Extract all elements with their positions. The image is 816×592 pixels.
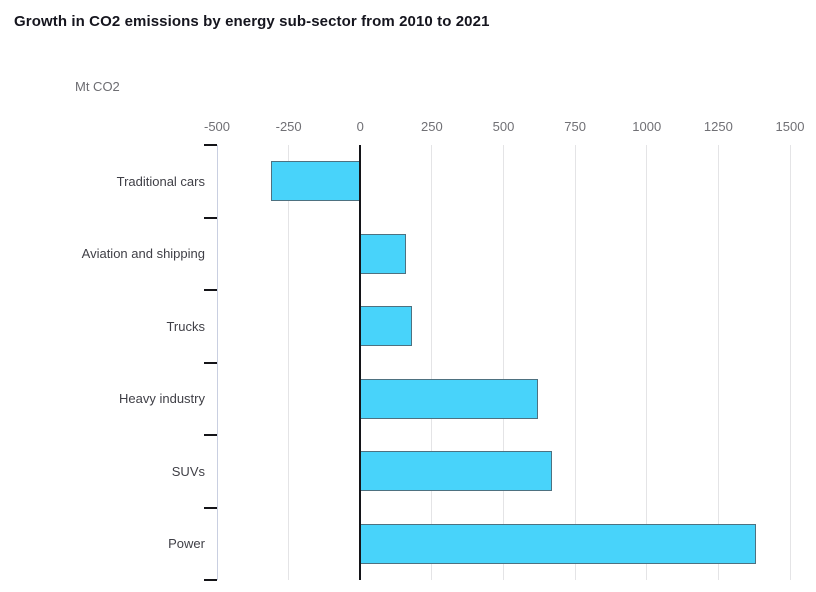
axis-boundary-tick bbox=[204, 289, 217, 291]
x-gridline bbox=[431, 145, 433, 580]
category-label: Heavy industry bbox=[119, 391, 205, 407]
category-label: Traditional cars bbox=[116, 173, 205, 189]
category-label: SUVs bbox=[171, 463, 205, 479]
x-tick-label: -250 bbox=[275, 119, 302, 134]
axis-boundary-tick bbox=[204, 579, 217, 581]
x-gridline bbox=[503, 145, 504, 580]
bar-power bbox=[360, 523, 756, 564]
bar-suvs bbox=[360, 451, 553, 492]
axis-boundary-tick bbox=[204, 361, 217, 364]
axis-boundary-tick bbox=[204, 506, 217, 509]
x-tick-label: 1000 bbox=[632, 119, 662, 134]
x-gridline bbox=[646, 145, 648, 580]
bar-aviation-and-shipping bbox=[360, 233, 407, 274]
x-tick-label: 500 bbox=[492, 119, 515, 134]
bar-trucks bbox=[360, 306, 412, 347]
y-axis-line bbox=[216, 145, 218, 580]
x-gridline bbox=[717, 145, 719, 580]
x-gridline bbox=[288, 145, 290, 580]
bar-chart-plot bbox=[204, 144, 791, 581]
axis-unit-label: Mt CO2 bbox=[75, 79, 120, 94]
x-gridline bbox=[789, 145, 791, 580]
chart-title: Growth in CO2 emissions by energy sub-se… bbox=[14, 13, 490, 30]
x-tick-label: -500 bbox=[203, 119, 231, 134]
axis-boundary-tick bbox=[204, 216, 217, 219]
category-label: Aviation and shipping bbox=[81, 246, 205, 262]
axis-boundary-tick bbox=[204, 434, 217, 436]
x-tick-label: 1250 bbox=[703, 119, 733, 134]
axis-boundary-tick bbox=[204, 144, 217, 146]
x-tick-label: 0 bbox=[356, 119, 364, 134]
x-tick-label: 750 bbox=[564, 119, 586, 134]
bar-traditional-cars bbox=[271, 161, 361, 202]
x-tick-label: 250 bbox=[421, 119, 443, 134]
x-gridline bbox=[574, 145, 576, 580]
x-tick-label: 1500 bbox=[775, 119, 805, 134]
bar-heavy-industry bbox=[360, 378, 538, 419]
zero-line bbox=[359, 145, 362, 580]
category-label: Power bbox=[168, 536, 205, 552]
category-label: Trucks bbox=[166, 318, 205, 334]
